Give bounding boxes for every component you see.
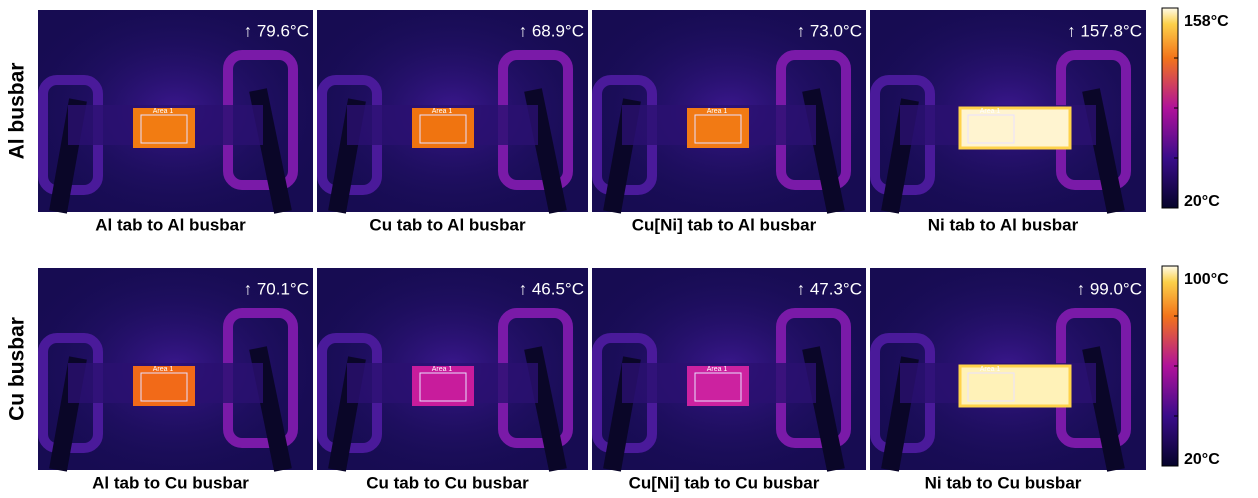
thermal-image: Area 1 ↑ 99.0°C bbox=[870, 268, 1146, 470]
area-label: Area 1 bbox=[153, 108, 174, 115]
area-label: Area 1 bbox=[432, 108, 453, 115]
area-label: Area 1 bbox=[707, 108, 728, 115]
max-temp: ↑ 46.5°C bbox=[519, 279, 584, 298]
caption: Ni tab to Al busbar bbox=[928, 215, 1079, 234]
thermal-image: Area 1 ↑ 157.8°C bbox=[870, 10, 1146, 212]
max-temp: ↑ 157.8°C bbox=[1067, 21, 1142, 40]
hot-region bbox=[960, 108, 1070, 148]
max-temp: ↑ 73.0°C bbox=[797, 21, 862, 40]
scale-max: 158°C bbox=[1184, 13, 1229, 30]
caption: Al tab to Al busbar bbox=[95, 215, 246, 234]
max-temp: ↑ 99.0°C bbox=[1077, 279, 1142, 298]
area-label: Area 1 bbox=[980, 108, 1001, 115]
scale-min: 20°C bbox=[1184, 451, 1220, 468]
max-temp: ↑ 68.9°C bbox=[519, 21, 584, 40]
area-label: Area 1 bbox=[980, 366, 1001, 373]
caption: Cu[Ni] tab to Cu busbar bbox=[629, 473, 820, 492]
caption: Cu tab to Al busbar bbox=[369, 215, 526, 234]
max-temp: ↑ 79.6°C bbox=[244, 21, 309, 40]
max-temp: ↑ 70.1°C bbox=[244, 279, 309, 298]
thermal-image: Area 1 ↑ 68.9°C bbox=[317, 10, 588, 212]
max-temp: ↑ 47.3°C bbox=[797, 279, 862, 298]
thermal-image: Area 1 ↑ 73.0°C bbox=[592, 10, 866, 212]
thermal-image: Area 1 ↑ 46.5°C bbox=[317, 268, 588, 470]
figure: Al busbar Area 1 ↑ 79.6°C Al tab to Al busb… bbox=[0, 0, 1258, 498]
figure-canvas: Al busbar Area 1 ↑ 79.6°C Al tab to Al busb… bbox=[0, 0, 1258, 498]
row-label: Cu busbar bbox=[6, 317, 29, 421]
scale-max: 100°C bbox=[1184, 271, 1229, 288]
area-label: Area 1 bbox=[153, 366, 174, 373]
thermal-image: Area 1 ↑ 47.3°C bbox=[592, 268, 866, 470]
hot-region bbox=[960, 366, 1070, 406]
caption: Cu tab to Cu busbar bbox=[366, 473, 529, 492]
caption: Ni tab to Cu busbar bbox=[925, 473, 1082, 492]
scale-min: 20°C bbox=[1184, 193, 1220, 210]
thermal-image: Area 1 ↑ 70.1°C bbox=[38, 268, 313, 470]
thermal-image: Area 1 ↑ 79.6°C bbox=[38, 10, 313, 212]
area-label: Area 1 bbox=[707, 366, 728, 373]
caption: Cu[Ni] tab to Al busbar bbox=[632, 215, 817, 234]
caption: Al tab to Cu busbar bbox=[92, 473, 249, 492]
area-label: Area 1 bbox=[432, 366, 453, 373]
row-label: Al busbar bbox=[6, 63, 29, 160]
